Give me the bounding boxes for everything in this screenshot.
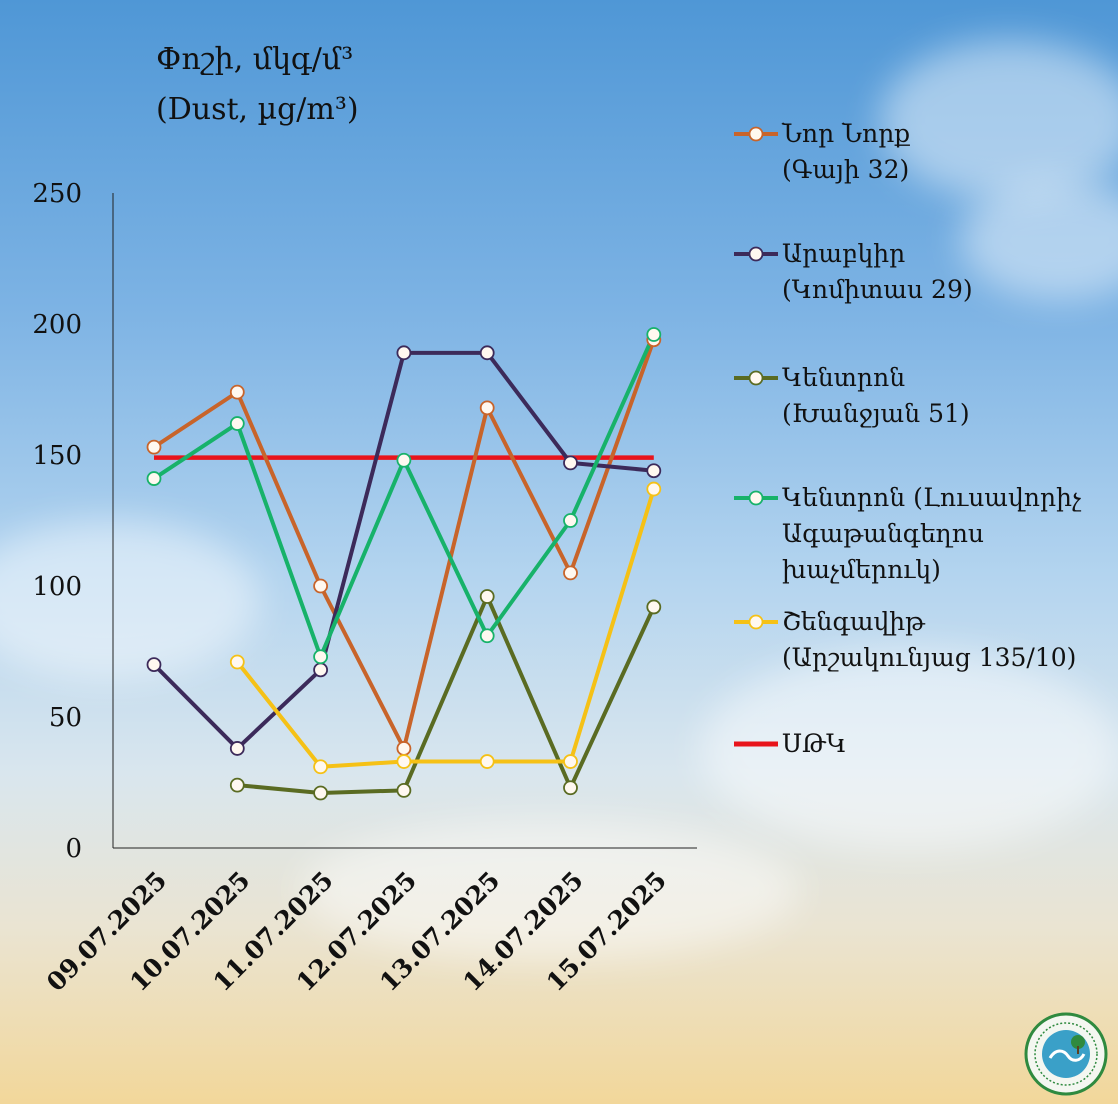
cloud-decoration: [0, 520, 260, 680]
data-point: [146, 471, 162, 486]
legend-swatch: [734, 490, 778, 506]
y-tick-label: 250: [32, 179, 82, 209]
data-point: [563, 754, 578, 769]
legend-label: ՍԹԿ: [782, 729, 847, 758]
y-tick-label: 100: [32, 572, 82, 602]
data-point: [646, 463, 662, 479]
data-point: [479, 754, 495, 769]
legend-marker: [748, 126, 764, 142]
ministry-emblem-icon: [1024, 1012, 1108, 1096]
series-line: [235, 488, 656, 769]
data-point: [646, 481, 662, 497]
y-tick-label: 200: [32, 310, 82, 340]
data-point: [396, 345, 412, 361]
y-tick-label: 150: [32, 441, 82, 471]
series-lines: [152, 333, 656, 795]
data-point: [396, 741, 412, 756]
cloud-decoration: [880, 40, 1118, 200]
cloud-decoration: [700, 650, 1118, 850]
data-point: [229, 777, 245, 793]
legend-swatch: [734, 370, 778, 386]
legend-swatch: [734, 126, 778, 142]
legend-label: Կենտրոն (Խանջյան 51): [782, 363, 970, 428]
data-point: [563, 513, 578, 528]
data-point: [229, 384, 245, 400]
data-point: [396, 782, 412, 798]
data-point: [146, 657, 162, 672]
data-point: [479, 345, 495, 361]
legend-swatch: [734, 741, 778, 747]
data-point: [563, 455, 578, 471]
chart-title: Փոշի, մկգ/մ³: [156, 42, 354, 77]
data-point: [313, 785, 329, 801]
legend-label: Արաբկիր (Կոմիտաս 29): [782, 239, 973, 304]
data-point: [479, 628, 495, 644]
series-line: [152, 339, 656, 751]
data-point: [229, 416, 245, 431]
legend-marker: [748, 490, 764, 506]
data-point: [229, 654, 245, 670]
data-point: [646, 327, 662, 342]
series-points: [146, 327, 662, 801]
series-line: [152, 333, 656, 659]
legend-marker: [748, 246, 764, 262]
data-point: [313, 578, 329, 594]
data-point: [396, 452, 412, 468]
data-point: [479, 400, 495, 416]
legend-swatch: [734, 246, 778, 262]
cloud-decoration: [300, 820, 800, 960]
data-point: [646, 599, 662, 615]
y-tick-label: 50: [49, 703, 82, 733]
legend-swatch: [734, 614, 778, 630]
data-point: [396, 754, 412, 769]
chart-subtitle: (Dust, µg/m³): [156, 92, 359, 127]
legend-label: Շենգավիթ (Արշակունյաց 135/10): [782, 607, 1077, 672]
series-line: [237, 594, 656, 795]
legend-marker: [748, 614, 764, 630]
legend-label: Կենտրոն (Լուսավորիչ Ագաթանգեղոս խաչմերու…: [782, 483, 1082, 584]
legend-label: Նոր Նորք (Գայի 32): [782, 119, 911, 184]
data-point: [563, 780, 578, 796]
data-point: [479, 589, 495, 604]
data-point: [313, 649, 329, 665]
x-axis-ticks: 09.07.202510.07.202511.07.202512.07.2025…: [41, 866, 672, 997]
data-point: [229, 741, 245, 756]
chart-axes: [112, 193, 697, 849]
data-point: [313, 759, 329, 775]
data-point: [313, 662, 329, 678]
cloud-decoration: [960, 180, 1118, 300]
y-tick-label: 0: [65, 834, 82, 864]
data-point: [146, 439, 162, 455]
y-axis-ticks: 0 50 100 150 200 250: [32, 179, 82, 864]
legend-marker: [748, 370, 764, 386]
data-point: [563, 565, 578, 581]
